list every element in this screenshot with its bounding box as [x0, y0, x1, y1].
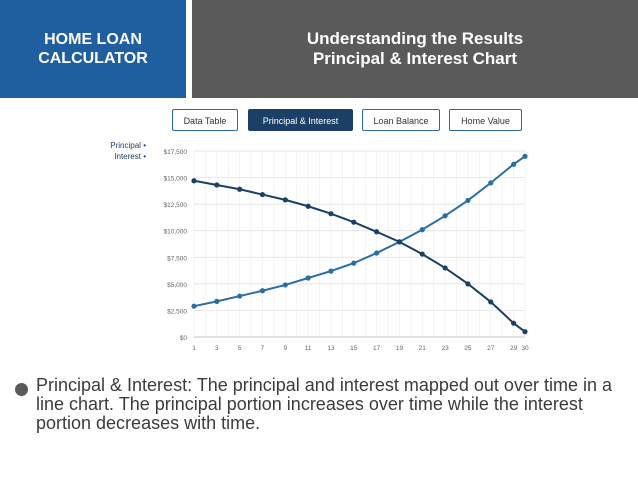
data-point-principal	[419, 227, 425, 233]
slide-title-line2: Principal & Interest Chart	[312, 49, 518, 68]
legend-interest-label: Interest	[114, 152, 141, 161]
plot-area	[194, 151, 525, 337]
tab-home-value[interactable]: Home Value	[449, 109, 522, 131]
y-tick-label: $2,500	[167, 308, 187, 315]
legend-interest-dot: •	[143, 152, 146, 161]
data-point-principal	[214, 298, 220, 304]
data-point-principal	[259, 288, 266, 294]
legend-item-interest[interactable]: Interest •	[84, 151, 146, 162]
chart-tabs: Data Table Principal & Interest Loan Bal…	[0, 109, 638, 133]
data-point-interest	[259, 191, 266, 198]
legend-principal-label: Principal	[110, 141, 141, 150]
data-point-interest	[237, 186, 243, 192]
tab-principal-interest[interactable]: Principal & Interest	[248, 109, 353, 131]
data-point-principal	[465, 197, 471, 204]
data-point-principal	[510, 161, 517, 167]
y-tick-label: $17,500	[164, 149, 188, 156]
y-tick-label: $5,000	[167, 282, 187, 289]
tab-data-table[interactable]: Data Table	[172, 109, 238, 131]
legend-item-principal[interactable]: Principal •	[84, 140, 146, 151]
data-point-interest	[214, 182, 220, 188]
x-tick-label: 27	[487, 345, 495, 352]
data-point-interest	[522, 329, 528, 335]
slide-title-line1: Understanding the Results	[306, 29, 524, 48]
x-tick-label: 30	[521, 345, 529, 352]
bullet-text: Principal & Interest: The principal and …	[36, 375, 612, 433]
data-point-interest	[419, 251, 425, 257]
series-line-interest	[193, 179, 526, 333]
data-point-interest	[465, 281, 471, 287]
data-point-principal	[305, 275, 311, 281]
legend-principal-dot: •	[143, 141, 146, 150]
data-point-principal	[522, 153, 528, 159]
x-tick-label: 13	[327, 345, 335, 352]
principal-interest-chart: $0 $2,500 $5,000 $7,500 $10,000 $12,500 $15,00…	[164, 149, 529, 352]
tab-loan-balance[interactable]: Loan Balance	[362, 109, 440, 131]
data-point-principal	[328, 268, 334, 274]
data-point-principal	[351, 260, 357, 266]
x-tick-label: 9	[283, 345, 287, 352]
data-point-principal	[237, 293, 243, 299]
chart-legend: Principal • Interest •	[84, 140, 146, 162]
calculator-title-block: HOME LOAN CALCULATOR	[0, 0, 186, 98]
data-point-principal	[442, 213, 448, 219]
data-point-interest	[328, 211, 334, 217]
x-tick-label: 25	[464, 345, 472, 352]
x-tick-label: 7	[261, 345, 265, 352]
series-line-principal	[193, 155, 526, 308]
x-tick-label: 15	[350, 345, 358, 352]
chart-panel: $0 $2,500 $5,000 $7,500 $10,000 $12,500 $15,00…	[148, 136, 546, 364]
data-point-interest	[191, 178, 197, 184]
data-point-principal	[374, 250, 380, 256]
x-tick-label: 19	[396, 345, 404, 352]
x-tick-label: 1	[192, 345, 196, 352]
data-point-interest	[396, 239, 403, 245]
data-point-interest	[488, 299, 494, 305]
data-point-interest	[305, 203, 311, 209]
x-tick-label: 5	[238, 345, 242, 352]
data-point-interest	[442, 265, 448, 271]
y-tick-label: $12,500	[164, 202, 188, 209]
calculator-title-line2: CALCULATOR	[38, 50, 148, 67]
data-point-principal	[191, 303, 197, 309]
data-point-interest	[374, 229, 380, 235]
data-point-interest	[351, 219, 357, 225]
y-tick-label: $7,500	[167, 255, 187, 262]
data-point-principal	[282, 282, 288, 288]
x-tick-label: 17	[373, 345, 381, 352]
data-point-interest	[510, 320, 517, 326]
y-tick-label: $15,000	[164, 176, 188, 183]
data-point-interest	[282, 197, 288, 203]
y-tick-label: $0	[180, 335, 188, 342]
data-point-principal	[488, 180, 494, 186]
x-tick-label: 29	[510, 345, 518, 352]
x-tick-label: 11	[305, 345, 312, 352]
y-tick-label: $10,000	[164, 229, 188, 236]
bullet-icon	[15, 383, 28, 396]
x-tick-label: 23	[441, 345, 449, 352]
slide-title-block: Understanding the Results Principal & In…	[192, 0, 638, 98]
x-tick-label: 21	[419, 345, 427, 352]
x-tick-label: 3	[215, 345, 219, 352]
calculator-title-line1: HOME LOAN	[44, 31, 142, 48]
